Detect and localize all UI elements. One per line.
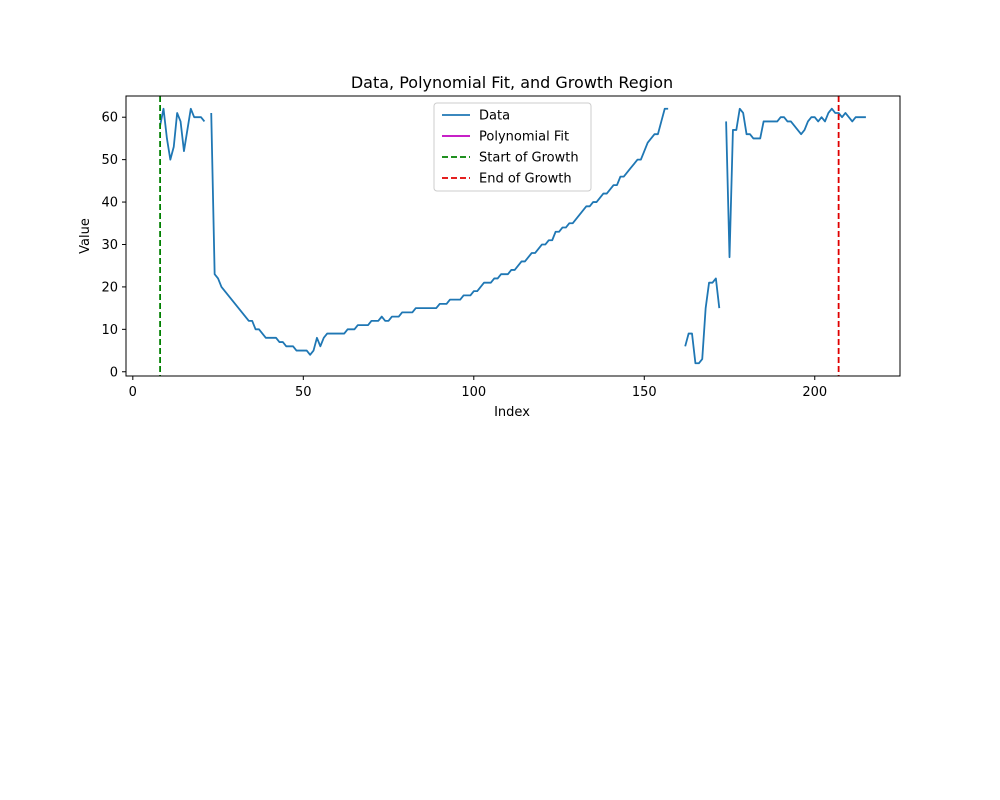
data-line-segment xyxy=(159,107,206,161)
plot-area: 0 50 100 150 200 0 10 20 30 40 50 60 xyxy=(101,95,901,400)
x-tick-label: 150 xyxy=(632,385,657,400)
y-tick-label: 30 xyxy=(101,238,118,253)
data-line-segment xyxy=(684,277,721,365)
chart-title: Data, Polynomial Fit, and Growth Region xyxy=(351,73,673,92)
x-tick-label: 50 xyxy=(295,385,312,400)
data-line-segment xyxy=(725,107,866,259)
legend-box xyxy=(433,102,592,192)
y-tick-label: 10 xyxy=(101,323,118,338)
y-tick-label: 50 xyxy=(101,153,118,168)
y-tick-label: 40 xyxy=(101,196,118,211)
legend-label: Polynomial Fit xyxy=(479,130,569,145)
y-axis-label: Value xyxy=(78,218,93,254)
x-axis-label: Index xyxy=(494,405,530,420)
x-tick-label: 100 xyxy=(461,385,486,400)
legend-label: Data xyxy=(479,109,510,124)
legend: Data Polynomial Fit Start of Growth End of … xyxy=(433,102,592,192)
y-tick-label: 60 xyxy=(101,111,118,126)
legend-label: End of Growth xyxy=(479,172,572,187)
x-tick-label: 200 xyxy=(802,385,827,400)
data-line-segment xyxy=(210,107,669,356)
y-tick-label: 0 xyxy=(110,365,118,380)
legend-label: Start of Growth xyxy=(479,151,579,166)
y-tick-label: 20 xyxy=(101,280,118,295)
x-tick-label: 0 xyxy=(129,385,137,400)
axes-frame xyxy=(125,95,901,377)
